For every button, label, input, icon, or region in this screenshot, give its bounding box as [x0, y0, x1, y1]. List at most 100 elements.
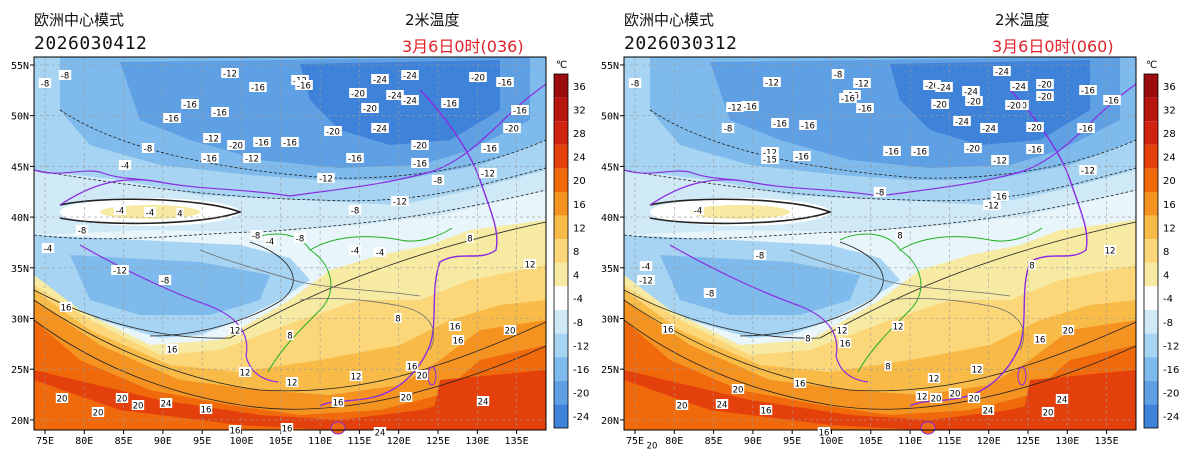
- lon-label: 110E: [308, 436, 332, 447]
- contour-label: 20: [401, 394, 412, 404]
- contour-label: -8: [834, 71, 842, 81]
- lat-label: 40N: [11, 213, 29, 224]
- colorbar-label: 28: [1163, 129, 1176, 140]
- contour-label: -8: [161, 277, 169, 287]
- colorbar-label: 32: [1163, 105, 1176, 116]
- contour-label: -16: [413, 160, 427, 170]
- contour-label: -16: [443, 100, 457, 110]
- colorbar-swatch: [554, 192, 568, 216]
- lon-label: 105E: [859, 436, 883, 447]
- contour-label: -8: [351, 207, 359, 217]
- init-time: 2026030312: [624, 33, 738, 54]
- colorbar-unit: ℃: [1146, 60, 1157, 71]
- contour-label: -12: [1081, 167, 1095, 177]
- contour-label: -12: [855, 80, 869, 90]
- contour-label: 20: [1063, 327, 1074, 337]
- colorbar-label: 32: [573, 105, 586, 116]
- contour-label: -16: [203, 155, 217, 165]
- colorbar-swatch: [554, 357, 568, 381]
- contour-label: -12: [319, 175, 333, 185]
- temperature-map: 55N 50N 45N 40N 35N 30N 25N 20N 75E 80E 85E 90E 95E 1…: [11, 56, 547, 447]
- contour-label: -4: [351, 247, 359, 257]
- colorbar-swatch: [1144, 168, 1158, 192]
- contour-label: -16: [348, 155, 362, 165]
- contour-label: 12: [230, 327, 241, 337]
- colorbar-swatch: [1144, 144, 1158, 169]
- contour-label: -15: [763, 156, 777, 166]
- contour-label: -12: [763, 149, 777, 159]
- colorbar-label: -20: [573, 389, 589, 400]
- contour-label: -16: [251, 84, 265, 94]
- variable-title: 2米温度: [405, 11, 460, 29]
- contour-label: 20: [969, 395, 980, 405]
- contour-label: -4: [642, 263, 650, 273]
- colorbar-swatch: [554, 286, 568, 310]
- contour-label: -8: [61, 72, 69, 82]
- colorbar-swatch: [1144, 239, 1158, 263]
- colorbar-swatch: [1144, 310, 1158, 334]
- contour-label: -20: [925, 82, 939, 92]
- contour-label: -8: [756, 252, 764, 262]
- contour-label: 20: [1043, 409, 1054, 419]
- contour-label: 20: [733, 386, 744, 396]
- contour-label: -20: [413, 142, 427, 152]
- colorbar-label: 8: [1163, 247, 1169, 258]
- colorbar-label: 36: [1163, 82, 1176, 93]
- model-title: 欧洲中心模式: [34, 11, 125, 29]
- colorbar-label: 24: [573, 153, 586, 164]
- colorbar-swatch: [1144, 404, 1158, 428]
- lon-label: 115E: [937, 436, 961, 447]
- colorbar-swatch: [1144, 357, 1158, 381]
- contour-label: -16: [773, 120, 787, 130]
- colorbar-label: -20: [1163, 389, 1179, 400]
- lon-label: 135E: [1095, 436, 1119, 447]
- colorbar-label: -24: [1163, 412, 1179, 423]
- temperature-fill: [34, 57, 546, 430]
- colorbar: 36 32 28 24 20 16 12 8 4 -4 -8 -12 -16 -20 -24 ℃: [1143, 60, 1179, 429]
- contour-label: -8: [876, 189, 884, 199]
- init-time: 2026030412: [34, 33, 148, 54]
- contour-label: 24: [161, 400, 172, 410]
- lat-label: 30N: [11, 315, 29, 326]
- contour-label: -16: [1081, 87, 1095, 97]
- contour-label: 16: [1035, 336, 1046, 346]
- lat-label: 20N: [11, 416, 29, 427]
- contour-label: -8: [434, 177, 442, 187]
- lon-label: 80E: [75, 436, 93, 447]
- colorbar-swatch: [554, 310, 568, 334]
- contour-label: -16: [885, 148, 899, 158]
- colorbar-swatch: [1144, 286, 1158, 310]
- contour-label: 8: [1029, 262, 1034, 272]
- colorbar-label: 24: [1163, 153, 1176, 164]
- contour-label: -8: [296, 235, 304, 245]
- lat-label: 20N: [601, 416, 619, 427]
- colorbar-label: 36: [573, 82, 586, 93]
- contour-lines: [623, 109, 1137, 410]
- contour-label: -20: [363, 105, 377, 115]
- contour-label: 16: [819, 429, 830, 439]
- contour-label: -12: [205, 135, 219, 145]
- colorbar-swatch: [554, 333, 568, 358]
- colorbar-swatch: [1144, 74, 1158, 98]
- contour-label: -20: [505, 125, 519, 135]
- lon-label: 120E: [387, 436, 411, 447]
- contour-label: 20: [505, 327, 516, 337]
- contour-label: 24: [1057, 396, 1068, 406]
- lon-label: 85E: [705, 436, 723, 447]
- contour-label: 8: [395, 315, 400, 325]
- contour-label: -8: [631, 80, 639, 90]
- contour-label: -16: [795, 153, 809, 163]
- model-title: 欧洲中心模式: [624, 11, 715, 29]
- contour-label: 16: [407, 363, 418, 373]
- contour-label: -20: [1007, 102, 1021, 112]
- lat-label: 40N: [601, 213, 619, 224]
- colorbar-label: -4: [573, 294, 583, 305]
- colorbar-swatch: [554, 97, 568, 122]
- contour-label: -8: [706, 290, 714, 300]
- lon-label: 115E: [347, 436, 371, 447]
- contour-label: 16: [282, 425, 293, 435]
- colorbar-swatch: [554, 262, 568, 287]
- lat-label: 55N: [11, 61, 29, 72]
- colorbar-swatch: [554, 380, 568, 405]
- contour-label: 24: [983, 407, 994, 417]
